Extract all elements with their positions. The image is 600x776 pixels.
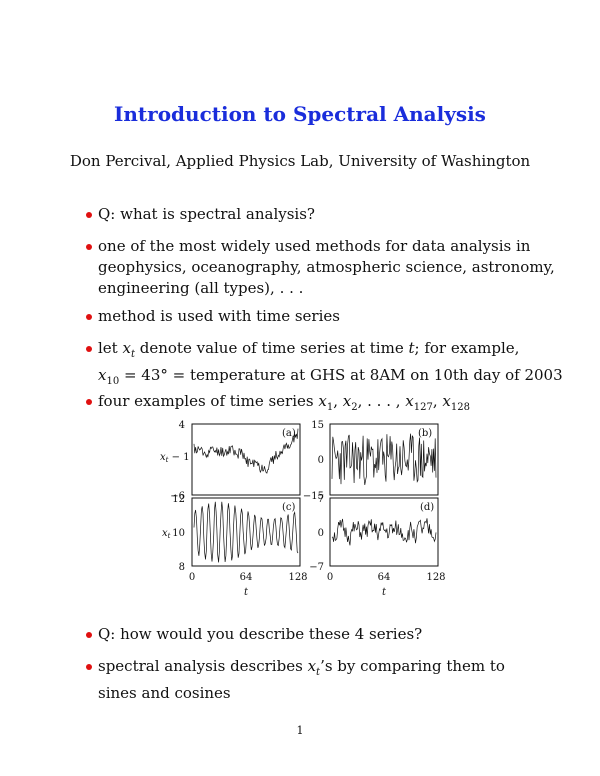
- y-tick-label: 10: [172, 528, 185, 539]
- x-axis-label: t: [244, 587, 249, 598]
- plot-frame: [329, 423, 439, 496]
- plot-frame: [191, 423, 301, 496]
- x-tick-label: 64: [378, 572, 391, 583]
- bullet-text: method is used with time series: [98, 307, 340, 325]
- panel-label: (b): [418, 428, 432, 439]
- chart-panel-c: 12 10 8 xt (c) 0 64 128 t: [162, 494, 308, 598]
- bullet-line: one of the most widely used methods for …: [98, 237, 531, 255]
- page-number: 1: [296, 724, 304, 737]
- bullet-line: spectral analysis describes xt’s by comp…: [98, 657, 505, 678]
- bullet-line: engineering (all types), . . .: [98, 279, 304, 297]
- y-tick-label: −6: [170, 491, 185, 502]
- bullet-marker: [86, 314, 92, 320]
- bullet-line: sines and cosines: [98, 684, 231, 702]
- time-series-figure: 4 −6 xt − 1 (a) 15 0 −15 (b) 12 10 8 xt …: [160, 420, 446, 598]
- document-title: Introduction to Spectral Analysis: [114, 102, 486, 126]
- bullet-marker: [86, 632, 92, 638]
- y-tick-label: 0: [318, 528, 324, 539]
- panel-label: (a): [282, 428, 296, 439]
- bullet-text: Q: how would you describe these 4 series…: [98, 625, 423, 643]
- y-tick-label: 4: [179, 420, 185, 431]
- y-tick-label: 15: [311, 420, 324, 431]
- chart-panel-d: 7 0 −7 (d) 0 64 128 t: [309, 494, 445, 598]
- plot-frame: [329, 497, 439, 567]
- bullet-marker: [86, 244, 92, 250]
- x-tick-label: 64: [240, 572, 253, 583]
- bullet-marker: [86, 212, 92, 218]
- series-line: [331, 433, 437, 486]
- y-tick-label: 0: [318, 455, 324, 466]
- bullet-line: x10 = 43° = temperature at GHS at 8AM on…: [98, 366, 563, 387]
- y-tick-label: 7: [318, 494, 324, 505]
- y-axis-label: xt − 1: [160, 452, 190, 464]
- panel-label: (c): [282, 502, 296, 513]
- series-line: [331, 518, 437, 546]
- bullet-line: geophysics, oceanography, atmospheric sc…: [98, 258, 555, 276]
- bullet-marker: [86, 399, 92, 405]
- x-tick-label: 128: [426, 572, 445, 583]
- chart-panel-a: 4 −6 xt − 1 (a): [160, 420, 301, 502]
- x-tick-label: 0: [189, 572, 195, 583]
- y-tick-label: −15: [303, 491, 324, 502]
- plot-frame: [191, 497, 301, 567]
- chart-panel-b: 15 0 −15 (b): [303, 420, 439, 502]
- bullet-marker: [86, 664, 92, 670]
- series-line: [193, 428, 299, 474]
- y-tick-label: −7: [309, 562, 324, 573]
- x-axis-label: t: [382, 587, 387, 598]
- y-tick-label: 8: [179, 562, 185, 573]
- y-tick-label: 12: [172, 494, 185, 505]
- bullet-marker: [86, 346, 92, 352]
- y-axis-label: xt: [162, 528, 171, 540]
- x-tick-label: 128: [288, 572, 307, 583]
- bullet-text: Q: what is spectral analysis?: [98, 205, 315, 223]
- series-line: [193, 501, 299, 563]
- bullet-line: let xt denote value of time series at ti…: [98, 339, 520, 360]
- panel-label: (d): [420, 502, 434, 513]
- x-tick-label: 0: [327, 572, 333, 583]
- author-line: Don Percival, Applied Physics Lab, Unive…: [69, 152, 531, 170]
